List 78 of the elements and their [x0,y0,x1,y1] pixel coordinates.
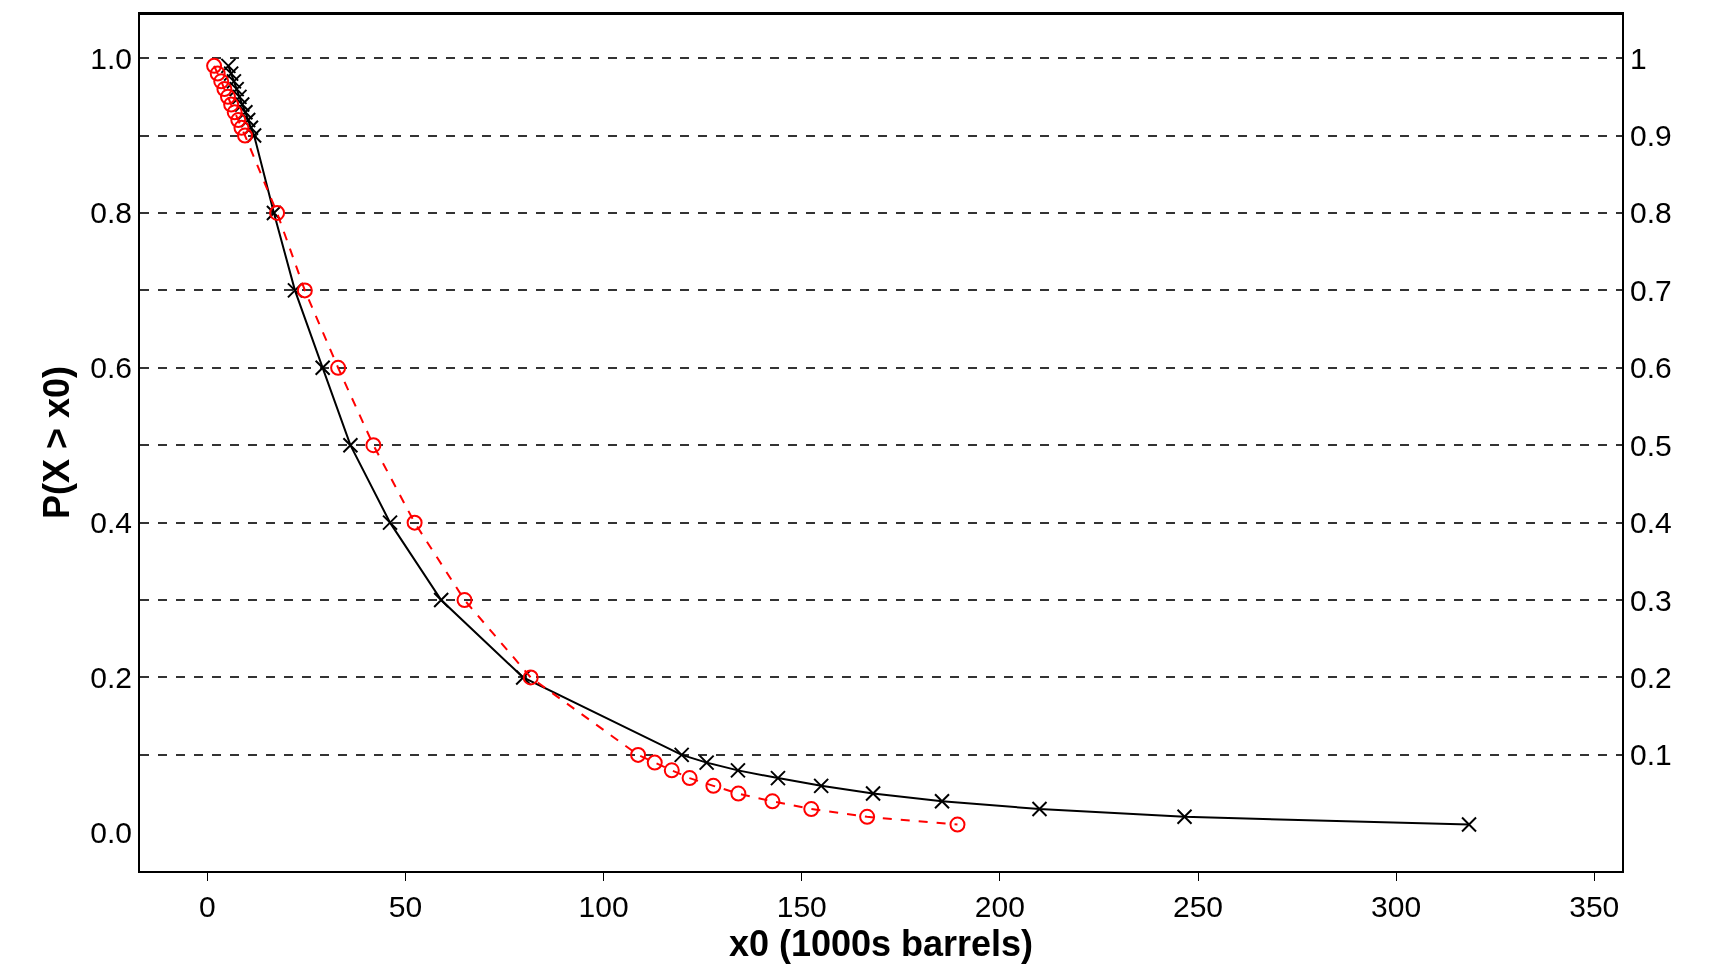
point [209,65,226,82]
point [406,514,423,531]
point [382,514,399,531]
point [769,770,786,787]
point [286,282,303,299]
y2-tick-label: 0.8 [1630,196,1672,230]
y2-tick-label: 0.3 [1630,583,1672,617]
point [705,777,722,794]
point [934,793,951,810]
point [813,777,830,794]
x-axis-title: x0 (1000s barrels) [728,923,1034,964]
point [342,437,359,454]
x-tick-label: 100 [578,890,629,923]
point [220,57,237,74]
point [223,65,240,82]
y-tick-label: 0.6 [90,351,132,385]
point [225,73,242,90]
x-tick-label: 250 [1172,890,1224,923]
point [296,282,313,299]
y-tick-label: 0.2 [90,660,132,694]
point [1176,808,1193,825]
y2-tick-label: 0.7 [1630,273,1672,307]
point [265,204,282,221]
point [433,592,450,609]
point [729,762,746,779]
y2-tick-label: 0.5 [1630,428,1672,462]
point [859,808,876,825]
point [515,669,532,686]
y2-tick-label: 0.2 [1630,660,1672,694]
y2-tick-label: 0.6 [1630,351,1672,385]
point [233,119,250,136]
x-tick-label: 50 [388,890,423,923]
point [663,762,680,779]
point [223,96,240,113]
point [764,793,781,810]
point [213,73,230,90]
point [219,88,236,105]
point [216,81,233,98]
point [730,785,747,802]
y-tick-label: 1.0 [90,41,132,75]
point [206,57,223,74]
point [522,669,539,686]
point [698,754,715,771]
point [231,88,248,105]
x-tick-label: 150 [776,890,827,923]
y-axis-title: P(X > x0) [35,365,77,520]
x-tick-label: 300 [1371,890,1422,923]
point [237,127,254,144]
point [226,104,243,121]
point [314,359,331,376]
point [456,592,473,609]
point [330,359,347,376]
point [269,204,286,221]
y2-tick-label: 0.1 [1630,738,1672,772]
x-tick-label: 350 [1569,890,1620,923]
y-tick-label: 0.8 [90,196,132,230]
point [949,816,966,833]
point [865,785,882,802]
point [630,746,647,763]
x-tick-label: 200 [974,890,1025,923]
point [646,754,663,771]
point [1461,816,1478,833]
y2-tick-label: 0.4 [1630,506,1672,540]
y2-tick-label: 0.9 [1630,119,1672,153]
point [242,119,259,136]
point [673,746,690,763]
point [1031,801,1048,818]
point [234,96,251,113]
point [365,437,382,454]
point [803,801,820,818]
point [237,104,254,121]
point [681,770,698,787]
y-tick-label: 0.0 [90,815,132,849]
x-tick-label: 0 [199,890,216,923]
point [230,112,247,129]
y2-tick-label: 1 [1630,41,1647,75]
y-tick-label: 0.4 [90,506,132,540]
point [228,81,245,98]
